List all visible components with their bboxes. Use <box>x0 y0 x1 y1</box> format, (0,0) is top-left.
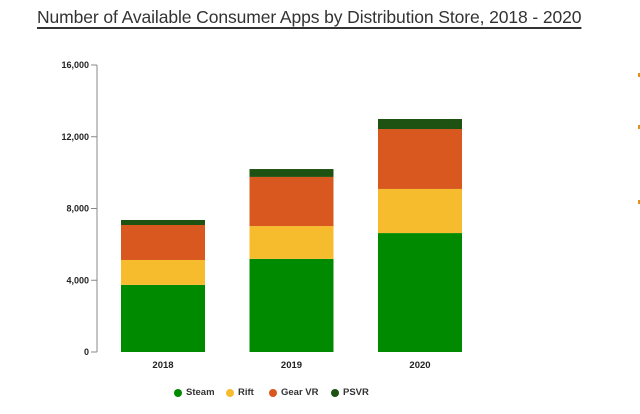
legend-item-rift[interactable]: Rift <box>226 387 254 398</box>
legend-item-steam[interactable]: Steam <box>174 387 215 398</box>
legend-item-psvr[interactable]: PSVR <box>331 387 369 398</box>
bar-segment-psvr-2019[interactable] <box>249 169 334 177</box>
bar-segment-steam-2020[interactable] <box>378 233 462 352</box>
y-tick-label: 12,000 <box>61 132 89 142</box>
bar-segment-steam-2019[interactable] <box>249 258 334 352</box>
legend-item-gear-vr[interactable]: Gear VR <box>269 387 319 398</box>
legend: Steam Rift Gear VR PSVR <box>0 387 640 401</box>
bar-segment-gear-vr-2018[interactable] <box>121 225 205 260</box>
bar-segment-rift-2020[interactable] <box>378 188 462 234</box>
bar-segment-psvr-2020[interactable] <box>378 118 462 130</box>
x-tick-label: 2020 <box>409 360 430 371</box>
legend-label-rift: Rift <box>238 387 254 398</box>
legend-label-psvr: PSVR <box>343 387 369 398</box>
bar-segment-rift-2019[interactable] <box>249 226 334 259</box>
y-tick-label: 0 <box>84 347 89 357</box>
legend-marker-gear-vr <box>269 388 277 397</box>
bar-segment-steam-2018[interactable] <box>121 284 205 352</box>
legend-marker-rift <box>226 388 234 397</box>
edge-marker <box>638 125 640 129</box>
legend-marker-steam <box>174 388 182 397</box>
legend-label-gear-vr: Gear VR <box>281 387 319 398</box>
y-tick-label: 4,000 <box>66 275 89 285</box>
y-tick-label: 16,000 <box>61 60 89 70</box>
x-tick-label: 2018 <box>152 360 173 371</box>
legend-label-steam: Steam <box>186 387 215 398</box>
bar-segment-gear-vr-2019[interactable] <box>249 176 334 227</box>
bar-segment-gear-vr-2020[interactable] <box>378 129 462 189</box>
x-tick-label: 2019 <box>281 360 302 371</box>
edge-marker <box>638 200 640 204</box>
chart-title: Number of Available Consumer Apps by Dis… <box>37 7 582 27</box>
edge-marker <box>638 73 640 77</box>
bar-segment-psvr-2018[interactable] <box>121 219 205 226</box>
y-tick-label: 8,000 <box>66 204 89 214</box>
legend-marker-psvr <box>331 388 339 397</box>
bar-segment-rift-2018[interactable] <box>121 259 205 285</box>
